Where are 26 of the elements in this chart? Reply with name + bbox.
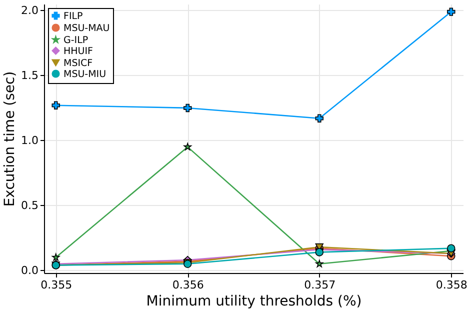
y-axis-title: Excution time (sec): [2, 71, 18, 207]
x-axis-title: Minimum utility thresholds (%): [146, 294, 362, 310]
y-tick-label: 2.0: [21, 4, 38, 17]
point: [315, 248, 324, 256]
point: [52, 101, 60, 110]
point: [184, 142, 192, 150]
legend-label: G-ILP: [64, 34, 88, 46]
point: [184, 104, 192, 112]
y-tick-label: 1.0: [21, 134, 38, 147]
x-tick-label: 0.357: [304, 278, 336, 292]
point: [447, 244, 456, 252]
legend-label: HHUIF: [64, 46, 94, 57]
legend-label: MSU-MIU: [64, 68, 106, 80]
point: [447, 8, 456, 16]
point: [52, 253, 60, 261]
point: [315, 114, 324, 122]
point: [315, 260, 324, 268]
y-tick-label: 1.5: [21, 68, 38, 82]
legend-label: FILP: [64, 10, 84, 22]
legend-label: MSU-MAU: [64, 22, 110, 34]
x-tick-label: 0.358: [436, 278, 468, 292]
legend-label: MSICF: [64, 58, 93, 69]
y-tick-label: 0.0: [21, 264, 38, 277]
y-tick-label: 0.5: [21, 198, 38, 212]
x-tick-label: 0.355: [40, 278, 72, 292]
x-tick-label: 0.356: [172, 278, 204, 292]
